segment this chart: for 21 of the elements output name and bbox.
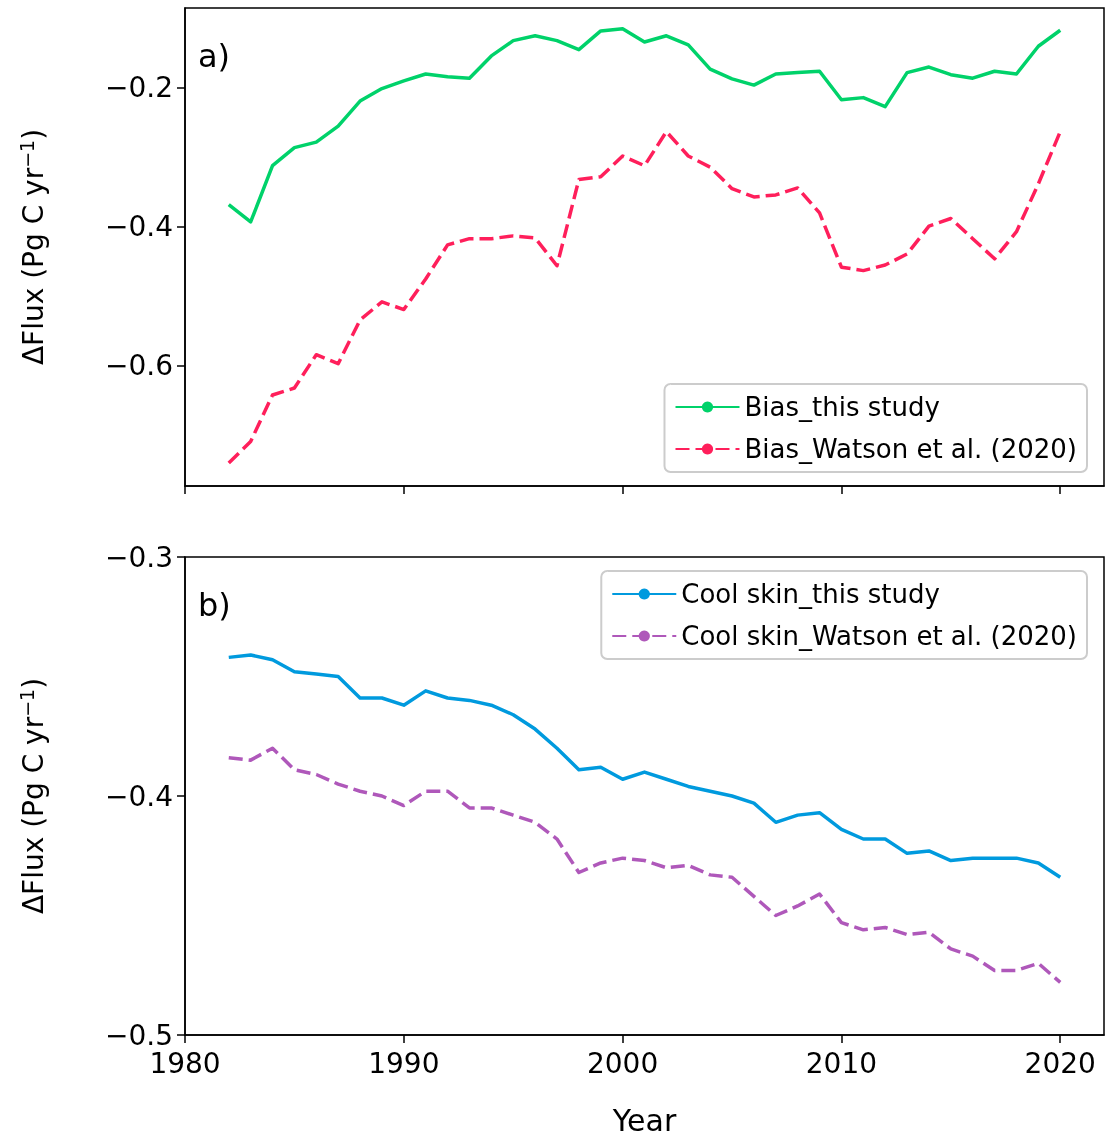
y-tick-label: −0.4 (105, 779, 173, 813)
legend-label: Cool skin_Watson et al. (2020) (681, 621, 1078, 651)
y-tick-label: −0.6 (105, 349, 173, 383)
line-series (227, 653, 1062, 880)
x-tick-label: 1990 (368, 1046, 440, 1080)
legend-label: Bias_Watson et al. (2020) (744, 434, 1078, 464)
x-tick-label: 2010 (805, 1046, 878, 1080)
y-axis-title: ΔFlux (Pg C yr−1) (15, 128, 50, 366)
y-axis-title: ΔFlux (Pg C yr−1) (15, 677, 50, 915)
y-tick-label: −0.2 (105, 71, 173, 105)
legend-label: Cool skin_this study (681, 579, 940, 609)
y-tick-label: −0.3 (105, 540, 173, 574)
annotation: a) (198, 37, 231, 75)
legend-label: Bias_this study (744, 392, 940, 422)
annotation: b) (198, 586, 231, 624)
x-tick-label: 2000 (586, 1046, 659, 1080)
y-tick-label: −0.4 (105, 210, 173, 244)
line-series (227, 27, 1062, 224)
x-tick-label: 2020 (1024, 1046, 1096, 1080)
x-axis-title: Year (611, 1102, 677, 1138)
line-series (227, 746, 1062, 985)
